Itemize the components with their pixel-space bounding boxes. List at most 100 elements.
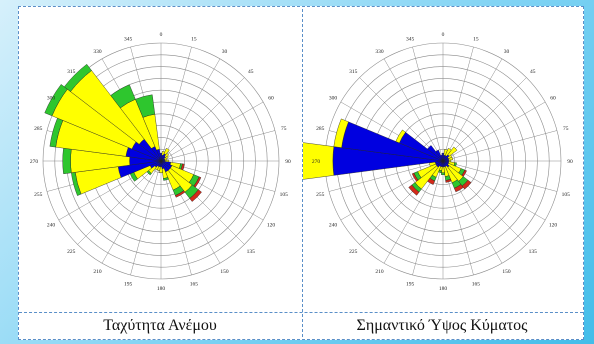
wave-direction-label: 60 <box>550 96 556 102</box>
wind-direction-label: 75 <box>281 126 287 132</box>
wave-direction-label: 240 <box>329 223 338 229</box>
wave-direction-label: 45 <box>530 69 536 75</box>
wave-direction-label: 315 <box>349 69 358 75</box>
wind-direction-label: 90 <box>285 159 291 165</box>
wave-sector-blue <box>435 149 444 162</box>
wave-sector-blue <box>440 154 444 162</box>
wind-direction-label: 30 <box>222 49 228 55</box>
panel-divider <box>302 9 303 337</box>
wave-direction-label: 15 <box>473 36 479 42</box>
wave-spoke <box>442 130 558 162</box>
wave-direction-label: 180 <box>439 286 448 292</box>
wind-sector-green <box>110 84 136 109</box>
wave-direction-label: 300 <box>329 96 338 102</box>
wave-direction-label: 330 <box>375 49 384 55</box>
wind-sector-green <box>135 94 156 118</box>
wind-direction-label: 315 <box>67 69 76 75</box>
wave-sector-red <box>454 184 464 193</box>
wind-direction-label: 150 <box>220 269 229 275</box>
wind-direction-label: 60 <box>268 96 274 102</box>
wave-sector-yellow <box>395 129 406 144</box>
wave-sector-yellow <box>333 118 349 148</box>
wave-direction-labels: 0 15 30 45 60 75 90 105 120 135 150 165 180 195 210 225… <box>312 32 573 292</box>
wind-direction-label: 195 <box>124 282 133 288</box>
wind-spoke <box>101 160 162 264</box>
wind-sector-yellow <box>163 148 170 156</box>
wave-direction-label: 165 <box>472 282 481 288</box>
wind-spoke <box>160 77 245 162</box>
wind-direction-labels: 0 15 30 45 60 75 90 105 120 135 150 165 180 195 210 225… <box>30 32 291 292</box>
wave-sectors <box>303 118 472 196</box>
wave-spoke <box>442 77 527 162</box>
wave-sector-blue <box>427 145 444 162</box>
wind-sector-yellow <box>163 155 169 160</box>
wind-spoke <box>77 160 162 245</box>
wave-spoke <box>412 160 444 276</box>
wind-spoke <box>130 160 162 276</box>
wind-sector-green <box>44 84 68 117</box>
wave-spoke <box>442 58 503 162</box>
wind-sector-green <box>62 147 72 175</box>
wave-direction-label: 150 <box>502 269 511 275</box>
wave-direction-label: 105 <box>562 192 571 198</box>
wave-spoke <box>442 101 546 162</box>
wave-direction-label: 75 <box>563 126 569 132</box>
wave-rose-caption: Σημαντικό Ύψος Κύματος <box>356 317 528 334</box>
wave-sector-red <box>461 179 472 190</box>
figure-frame: 0 15 30 45 60 75 90 105 120 135 150 165 180 195 210 225… <box>18 6 584 340</box>
wind-direction-label: 0 <box>160 32 163 38</box>
wind-spoke <box>160 46 192 162</box>
wave-direction-label: 0 <box>442 32 445 38</box>
wave-sector-green <box>440 172 446 175</box>
wind-sector-red <box>189 189 202 202</box>
wave-direction-label: 135 <box>529 249 538 255</box>
wind-sectors <box>44 63 202 202</box>
wind-direction-label: 240 <box>47 223 56 229</box>
wind-direction-label: 300 <box>47 96 56 102</box>
wind-direction-label: 345 <box>124 36 133 42</box>
wind-spoke <box>160 130 276 162</box>
wind-spoke <box>160 101 264 162</box>
wave-direction-label: 270 <box>312 159 321 165</box>
wind-sector-yellow <box>164 152 170 158</box>
wave-direction-label: 285 <box>316 126 325 132</box>
wind-direction-label: 15 <box>191 36 197 42</box>
wind-direction-label: 105 <box>280 192 289 198</box>
wind-sector-green <box>63 63 92 92</box>
wind-direction-label: 45 <box>248 69 254 75</box>
wave-spoke <box>412 46 444 162</box>
wave-direction-label: 195 <box>406 282 415 288</box>
wave-direction-label: 90 <box>567 159 573 165</box>
wave-spoke <box>328 160 444 192</box>
wind-rose-caption: Ταχύτητα Ανέμου <box>103 317 217 334</box>
wave-direction-label: 30 <box>504 49 510 55</box>
wave-direction-label: 255 <box>316 192 325 198</box>
wave-spoke <box>442 160 558 192</box>
wind-direction-label: 330 <box>93 49 102 55</box>
caption-rule <box>19 312 583 313</box>
wave-direction-label: 210 <box>375 269 384 275</box>
wave-spoke <box>442 46 474 162</box>
wind-rose-chart: 0 15 30 45 60 75 90 105 120 135 150 165 180 195 210 225… <box>30 32 291 292</box>
wind-spoke <box>160 58 221 162</box>
wave-spoke <box>383 58 444 162</box>
wave-sector-red <box>411 172 419 182</box>
wave-sector-yellow <box>447 146 458 157</box>
wave-sector-red <box>445 178 452 183</box>
wave-sector-yellow <box>448 156 453 161</box>
wind-direction-label: 120 <box>267 223 276 229</box>
wind-direction-label: 285 <box>34 126 43 132</box>
wave-direction-label: 225 <box>349 249 358 255</box>
wave-sector-red <box>408 184 420 196</box>
wind-direction-label: 225 <box>67 249 76 255</box>
wave-rose-chart: 0 15 30 45 60 75 90 105 120 135 150 165 180 195 210 225… <box>303 32 573 292</box>
wind-sector-green <box>163 177 169 181</box>
wind-direction-label: 210 <box>93 269 102 275</box>
wind-sector-red <box>175 190 186 198</box>
wind-direction-label: 135 <box>247 249 256 255</box>
wind-direction-label: 255 <box>34 192 43 198</box>
wind-direction-label: 270 <box>30 159 39 165</box>
wave-direction-label: 345 <box>406 36 415 42</box>
wave-sector-yellow <box>303 142 335 180</box>
wave-direction-label: 120 <box>549 223 558 229</box>
